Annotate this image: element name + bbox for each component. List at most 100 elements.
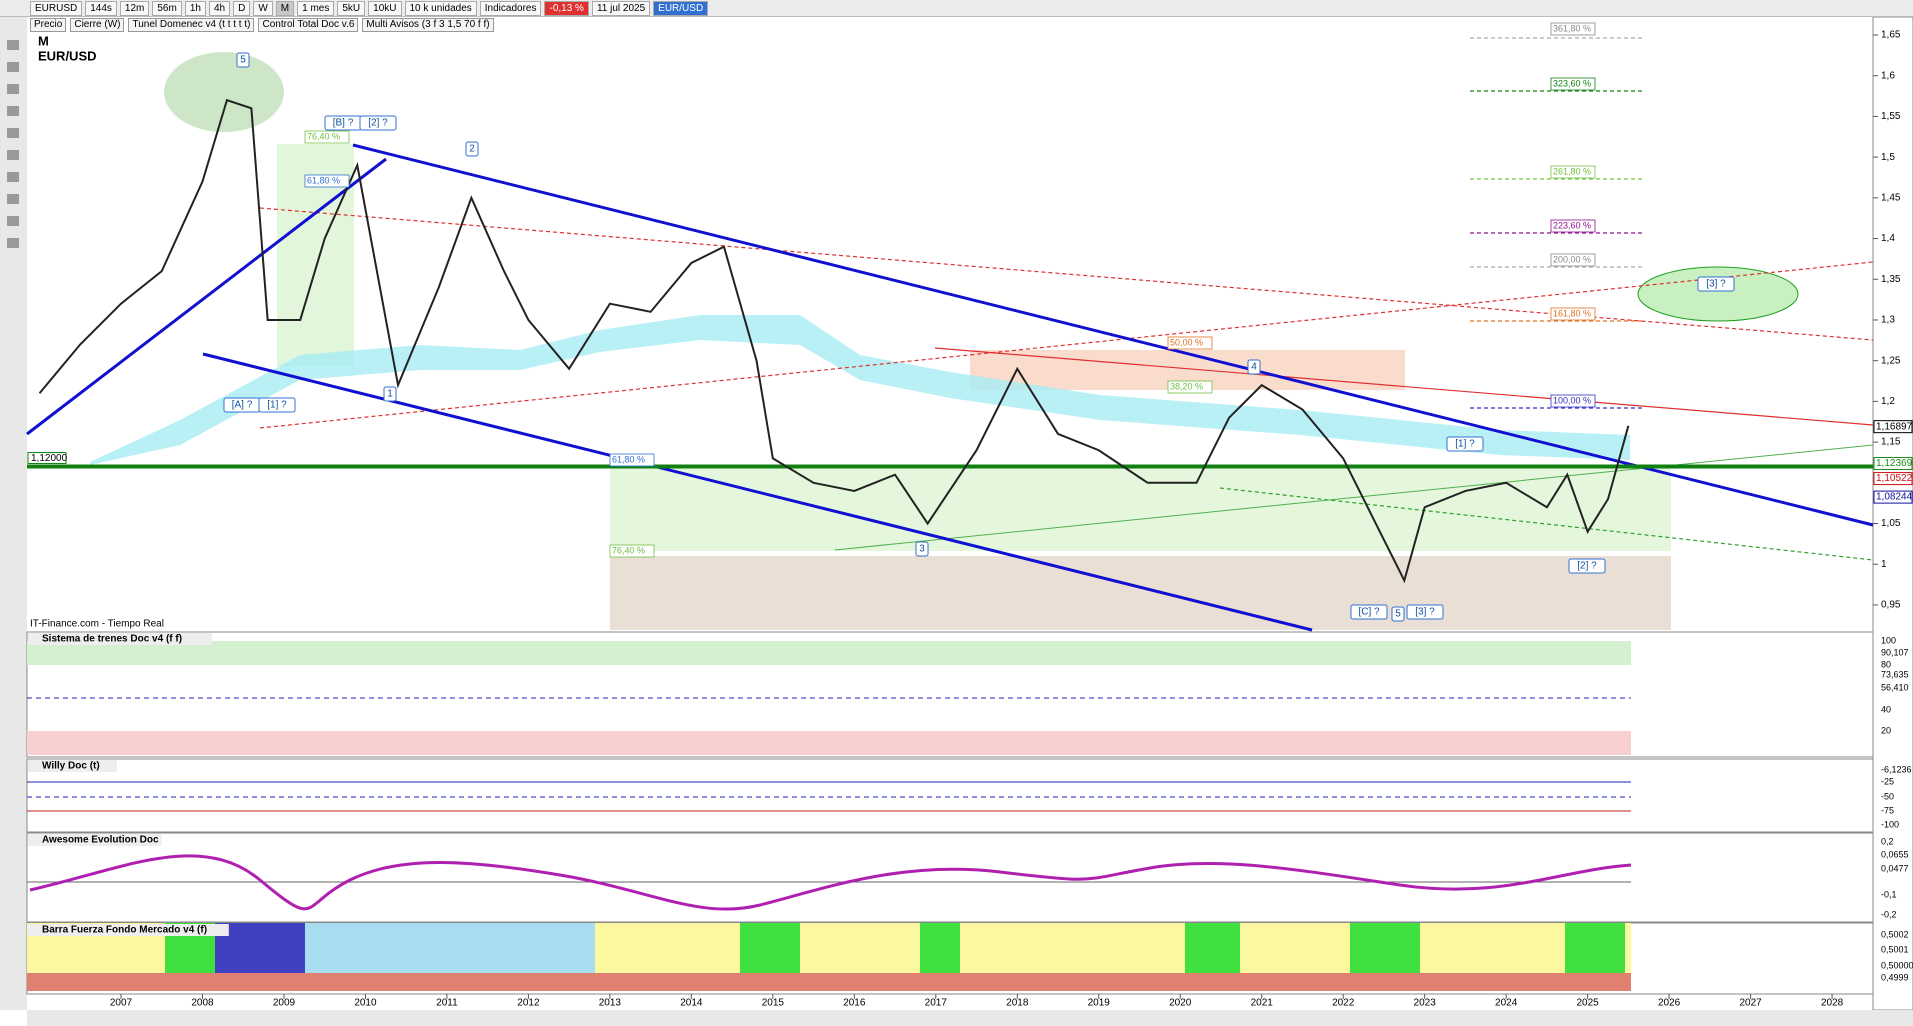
unit-button[interactable]: 5kU [337,0,366,16]
panel-zone [1350,923,1420,973]
trend-line [834,444,1874,551]
price-axis-bg [1872,16,1913,1011]
period-select[interactable]: 1 mes [297,0,335,16]
panel-zone [305,923,595,973]
year-label: 2023 [1414,998,1437,1009]
price-tag-bg [1873,457,1913,471]
panel-title: Barra Fuerza Fondo Mercado v4 (f) [42,925,207,936]
fib-label-bg [1550,219,1596,233]
fib-label-bg [304,130,350,144]
fib-lines [259,37,1874,561]
timeframe-button[interactable]: 144s [85,0,117,16]
fib-label-bg [1167,380,1213,394]
year-label: 2025 [1577,998,1600,1009]
wave-label-bg [236,52,250,68]
panel-zone [27,731,1631,755]
fib-label-bg [1550,253,1596,267]
year-label: 2011 [436,998,458,1009]
fib-label: 38,20 % [1170,381,1203,391]
panel-axis-label: 0,50000 [1881,960,1913,970]
price-tick-label: 1,45 [1881,192,1901,203]
fib-label-bg [1550,22,1596,36]
bottom-bar [27,1010,1913,1026]
year-label: 2021 [1251,998,1274,1009]
wave-label: 3 [919,544,925,555]
unit-size[interactable]: 10 k unidades [404,0,477,16]
timeframe-label: M [38,33,49,48]
panel-axis-label: -75 [1881,805,1894,815]
symbol-select[interactable]: EURUSD [30,0,83,16]
target-ellipse [1637,266,1799,322]
price-tick-label: 1,3 [1881,315,1895,326]
price-tick-label: 1,25 [1881,355,1901,366]
panel-axis-label: 20 [1881,725,1891,735]
tunnel-band [90,315,1630,465]
panel-title-bg [28,834,162,846]
year-label: 2019 [1088,998,1111,1009]
wave-label: [3] ? [1415,607,1435,618]
year-label: 2007 [110,998,133,1009]
wave-label-bg [383,386,397,402]
fib-label-bg [1167,336,1213,350]
panel-frame [26,832,1874,923]
year-label: 2013 [599,998,622,1009]
instrument-label: EUR/USD [38,48,97,63]
fib-label: 361,80 % [1553,23,1591,33]
wave-label: 4 [1251,362,1257,373]
price-tag-bg [1873,472,1913,486]
unit-button[interactable]: 10kU [368,0,402,16]
legend-item[interactable]: Cierre (W) [70,18,125,32]
wave-label: [B] ? [333,118,354,129]
wave-label: [C] ? [1358,607,1380,618]
year-label: 2010 [354,998,377,1009]
wave-label: [1] ? [1455,439,1475,450]
change-badge: -0,13 % [544,0,589,16]
support-tag-bg [27,452,67,465]
timeframe-button[interactable]: 1h [184,0,206,16]
fib-label: 261,80 % [1553,166,1591,176]
date-badge: 11 jul 2025 [591,0,651,16]
wave-label-bg [915,541,929,557]
wave-label-bg [258,397,296,413]
pair-badge: EUR/USD [653,0,709,16]
timeframe-button[interactable]: 56m [152,0,182,16]
wave-label-bg [359,115,397,131]
timeframe-button[interactable]: 12m [119,0,150,16]
panel-zone [1565,923,1625,973]
price-line [38,98,1630,584]
fib-zone [610,466,1671,551]
panel-axis-label: 73,635 [1881,669,1909,679]
timeframe-button[interactable]: 4h [208,0,231,16]
support-tag: 1,12000 [31,453,68,464]
legend-item[interactable]: Control Total Doc v.6 [258,18,359,32]
wave-label: 2 [469,144,475,155]
panel-zone [27,973,1631,991]
year-label: 2022 [1332,998,1355,1009]
indicators-button[interactable]: Indicadores [479,0,542,16]
panel-axis-label: 100 [1881,635,1896,645]
price-tick-label: 1,4 [1881,233,1895,244]
panel-axis-label: -50 [1881,791,1894,801]
panel-title: Willy Doc (t) [42,761,100,772]
year-label: 2020 [1169,998,1192,1009]
panel-axis-label: 0,5001 [1881,944,1909,954]
panel-zone [27,641,1631,665]
year-label: 2018 [1006,998,1029,1009]
wave-label-bg [1697,276,1735,292]
panel-title: Awesome Evolution Doc [42,835,159,846]
panel-zone [740,923,800,973]
legend-item[interactable]: Precio [30,18,67,32]
year-label: 2016 [843,998,866,1009]
trend-line [934,347,1874,426]
timeframe-button[interactable]: M [275,0,295,16]
channel-line [26,157,387,436]
left-toolbar [0,17,27,1010]
fib-label-bg [1550,307,1596,321]
legend-item[interactable]: Tunel Domenec v4 (t t t t t) [128,18,255,32]
timeframe-button[interactable]: W [253,0,273,16]
legend-item[interactable]: Multi Avisos (3 f 3 1,5 70 f f) [362,18,494,32]
wave-label: [A] ? [232,400,253,411]
timeframe-button[interactable]: D [233,0,251,16]
price-tag: 1,16897 [1876,421,1913,432]
